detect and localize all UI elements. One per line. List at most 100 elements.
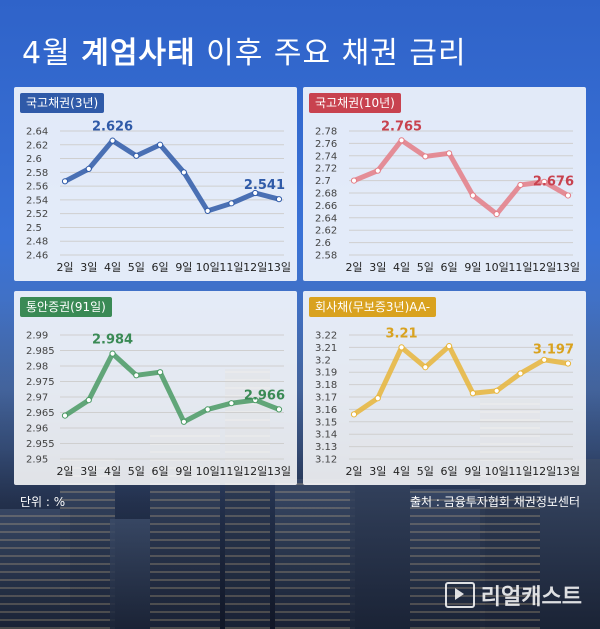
data-point [204,406,211,413]
data-point [350,177,358,184]
logo: 리얼캐스트 [444,579,582,611]
x-tick-label: 11일 [508,464,532,478]
x-tick-label: 9일 [464,464,481,478]
y-tick-label: 2.58 [26,168,48,179]
data-point [564,192,572,199]
data-point [422,364,429,371]
x-tick-label: 11일 [219,464,243,478]
x-tick-label: 13일 [267,464,291,478]
y-tick-label: 3.22 [315,331,337,342]
data-point [228,400,235,407]
data-label: 2.626 [92,120,133,135]
y-tick-label: 2.58 [315,251,337,262]
chart-title-tag: 통안증권(91일) [20,297,112,317]
x-tick-label: 6일 [441,464,458,478]
main-title: 4월 계엄사태 이후 주요 채권 금리 [22,36,467,71]
data-point [469,390,476,397]
data-point [374,167,381,174]
y-tick-label: 2.62 [315,226,337,237]
data-point [61,412,69,419]
x-tick-label: 5일 [128,260,145,274]
y-tick-label: 2.7 [315,176,331,187]
x-tick-label: 12일 [243,464,267,478]
x-tick-label: 2일 [345,260,362,274]
y-tick-label: 3.14 [315,430,337,441]
y-tick-label: 2.975 [26,377,55,388]
y-tick-label: 2.46 [26,251,48,262]
data-point [133,372,140,379]
data-point [517,370,524,377]
x-tick-label: 4일 [104,260,121,274]
data-point [541,178,548,185]
data-label: 2.765 [381,119,422,134]
logo-text: 리얼캐스트 [480,585,582,610]
y-tick-label: 2.56 [26,182,48,193]
x-tick-label: 9일 [464,260,481,274]
data-point [446,343,453,350]
y-tick-label: 3.15 [315,417,337,428]
source-label: 출처 : 금융투자협회 채권정보센터 [409,495,580,509]
data-point [228,200,235,207]
y-tick-label: 2.96 [26,424,48,435]
x-tick-label: 10일 [485,260,509,274]
y-tick-label: 3.18 [315,380,337,391]
data-point [517,181,524,189]
y-tick-label: 2.68 [315,189,337,200]
x-tick-label: 3일 [80,464,97,478]
x-tick-label: 2일 [56,260,73,274]
y-tick-label: 2.985 [26,346,55,357]
y-tick-label: 2.64 [26,127,48,138]
y-tick-label: 3.2 [315,355,331,366]
x-tick-label: 13일 [556,260,580,274]
data-point [422,153,429,160]
x-tick-label: 2일 [345,464,362,478]
data-point [469,192,476,199]
series-line [62,138,282,214]
y-tick-label: 2.72 [315,164,337,175]
x-tick-label: 5일 [417,260,434,274]
y-tick-label: 2.76 [315,139,337,150]
y-tick-label: 2.97 [26,393,48,404]
data-point [157,141,164,148]
data-point [61,178,69,185]
data-point [564,360,572,367]
series-line [351,343,571,417]
x-tick-label: 5일 [128,464,145,478]
unit-label: 단위 : % [20,495,66,509]
data-label: 3.197 [533,343,574,358]
y-tick-label: 2.54 [26,195,48,206]
y-tick-label: 2.62 [26,140,48,151]
data-point [252,189,259,197]
x-tick-label: 11일 [508,260,532,274]
x-tick-label: 6일 [441,260,458,274]
y-tick-label: 3.12 [315,455,337,466]
x-tick-label: 10일 [196,260,220,274]
x-tick-label: 12일 [243,260,267,274]
data-label: 3.21 [386,326,418,341]
data-point [85,397,92,404]
y-tick-label: 3.19 [315,368,337,379]
x-tick-label: 3일 [369,260,386,274]
chart-title-tag: 회사채(무보증3년)AA- [309,297,437,317]
y-tick-label: 2.5 [26,223,42,234]
data-point [109,350,116,357]
x-tick-label: 6일 [152,260,169,274]
x-tick-label: 11일 [219,260,243,274]
y-tick-label: 2.99 [26,331,48,342]
data-point [109,137,116,144]
y-tick-label: 3.16 [315,405,337,416]
x-tick-label: 10일 [485,464,509,478]
x-tick-label: 12일 [532,464,556,478]
x-tick-label: 9일 [175,464,192,478]
chart-title-tag: 국고채권(3년) [20,93,105,113]
y-tick-label: 2.6 [315,238,331,249]
data-label: 2.541 [244,178,285,193]
line-chart: 2.99 2.985 2.98 2.975 2.97 2.965 2.96 2.955 2.95… [26,331,291,479]
data-point [398,137,405,144]
x-tick-label: 13일 [267,260,291,274]
data-label: 2.966 [244,388,285,403]
y-tick-label: 2.52 [26,209,48,220]
x-tick-label: 4일 [393,260,410,274]
data-point [180,169,187,176]
play-button-icon [444,582,475,608]
